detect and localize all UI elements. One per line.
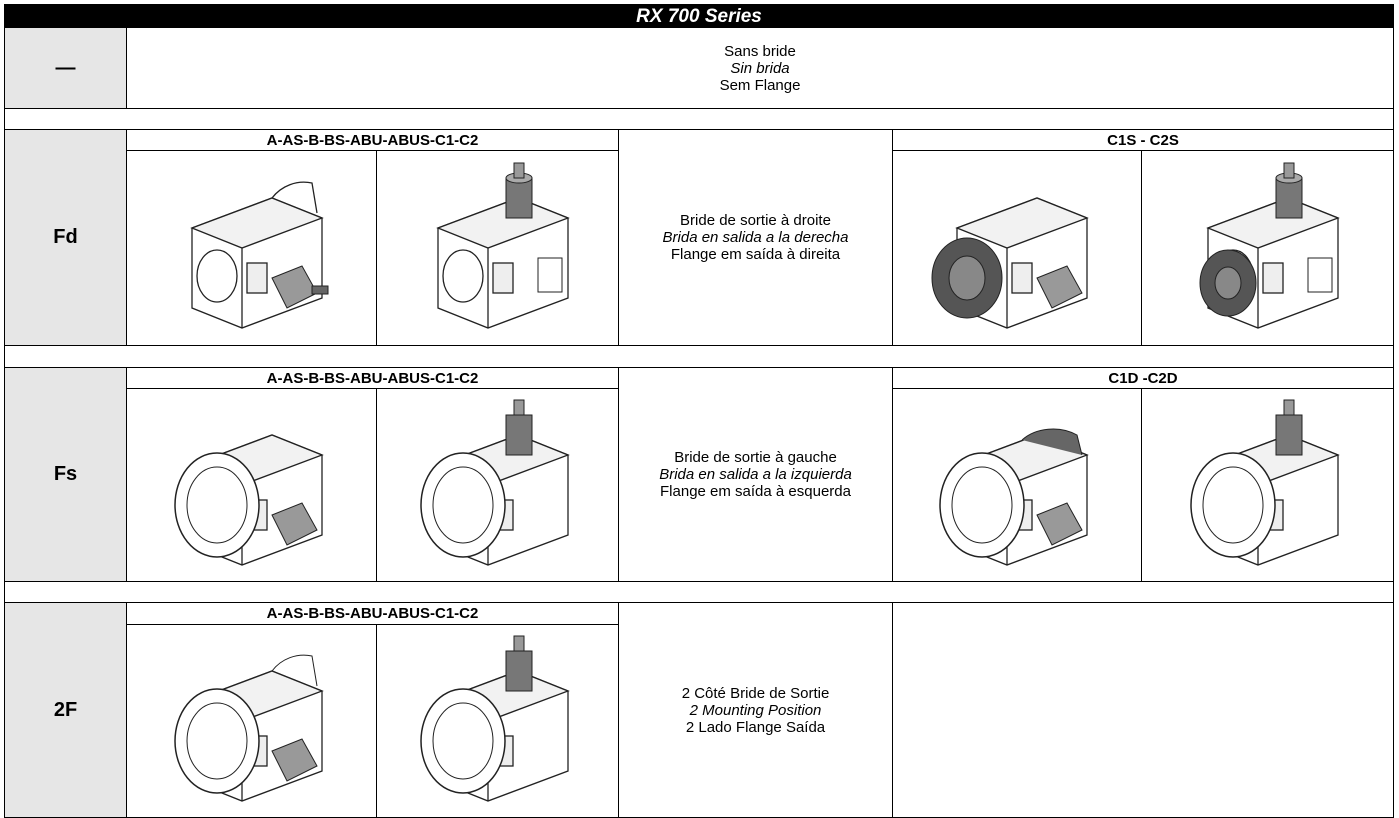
desc-es: Sin brida — [730, 59, 790, 77]
gearbox-image — [1163, 399, 1373, 575]
gearbox-image — [393, 399, 603, 575]
gearbox-image — [147, 654, 357, 811]
gearbox-image — [147, 395, 357, 575]
image-cell — [376, 150, 619, 346]
desc-pt: 2 Lado Flange Saída — [685, 718, 826, 736]
desc-pt: Flange em saída à esquerda — [660, 483, 851, 500]
gearbox-image — [912, 158, 1122, 338]
spacer — [3, 581, 1395, 603]
desc-pt: Flange em saída à direita — [670, 246, 841, 263]
image-cell — [376, 624, 619, 818]
desc-fr: Sans bride — [724, 42, 796, 60]
image-cell — [126, 624, 377, 818]
image-cell — [892, 150, 1142, 346]
image-cell — [1140, 388, 1395, 582]
code: Fd — [4, 129, 127, 346]
group-label: C1D -C2D — [891, 367, 1395, 389]
description: Sans bride Sin brida Sem Flange — [125, 27, 1395, 109]
gearbox-image — [147, 158, 357, 338]
gearbox-image — [393, 158, 603, 338]
desc-pt: Sem Flange — [719, 76, 801, 94]
desc-es: Brida en salida a la derecha — [662, 229, 849, 246]
options-table: RX 700 Series — Sans bride Sin brida Sem… — [3, 4, 1395, 818]
image-cell — [126, 388, 377, 582]
description: Bride de sortie à droite Brida en salida… — [618, 129, 893, 346]
desc-fr: Bride de sortie à droite — [680, 212, 831, 229]
group-label: A-AS-B-BS-ABU-ABUS-C1-C2 — [126, 129, 619, 151]
spacer — [3, 345, 1395, 368]
group-label: C1S - C2S — [891, 129, 1395, 151]
image-cell — [892, 388, 1142, 582]
image-cell — [1140, 150, 1395, 346]
desc-fr: Bride de sortie à gauche — [674, 449, 837, 466]
desc-fr: 2 Côté Bride de Sortie — [681, 684, 830, 702]
gearbox-image — [393, 635, 603, 811]
code: 2F — [4, 602, 127, 818]
empty-cell — [891, 602, 1395, 818]
image-cell — [126, 150, 377, 346]
desc-es: 2 Mounting Position — [689, 701, 822, 719]
description: Bride de sortie à gauche Brida en salida… — [618, 367, 893, 582]
group-label: A-AS-B-BS-ABU-ABUS-C1-C2 — [126, 602, 619, 625]
image-cell — [376, 388, 619, 582]
gearbox-image — [1199, 158, 1373, 338]
gearbox-image — [912, 428, 1122, 575]
description: 2 Côté Bride de Sortie 2 Mounting Positi… — [618, 602, 893, 818]
table-title: RX 700 Series — [3, 4, 1395, 28]
desc-es: Brida en salida a la izquierda — [659, 466, 852, 483]
group-label: A-AS-B-BS-ABU-ABUS-C1-C2 — [126, 367, 619, 389]
code: — — [4, 27, 127, 109]
spacer — [3, 108, 1395, 130]
code: Fs — [4, 367, 127, 582]
